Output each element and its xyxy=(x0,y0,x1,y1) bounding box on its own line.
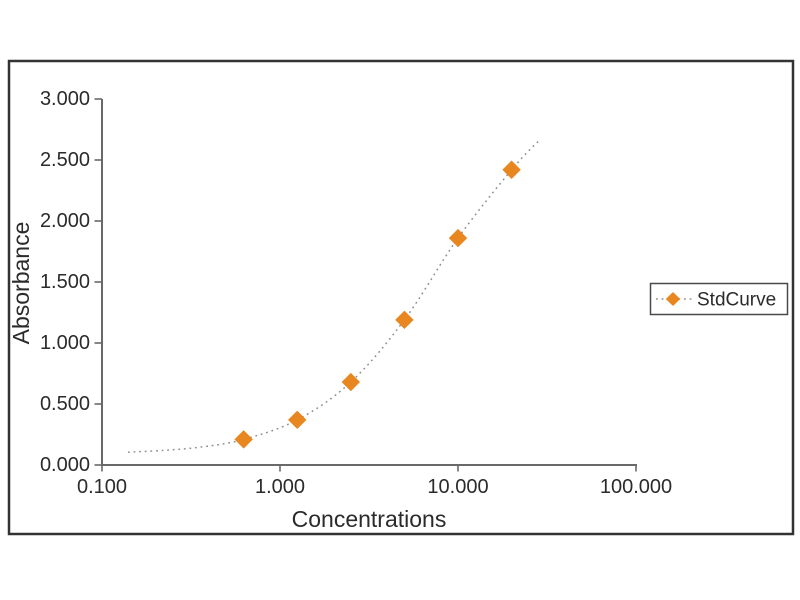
data-point-series xyxy=(234,160,521,449)
y-tick-label: 2.500 xyxy=(40,149,90,171)
y-axis-ticks: 0.000 0.500 1.000 1.500 2.000 2.500 3.000 xyxy=(40,88,102,476)
data-point-marker xyxy=(448,228,468,248)
y-tick-label: 3.000 xyxy=(40,88,90,110)
data-point-marker xyxy=(288,410,307,430)
y-axis-title: Absorbance xyxy=(8,222,34,345)
data-point-marker xyxy=(395,310,414,330)
data-point-marker xyxy=(234,430,253,449)
x-tick-label: 100.000 xyxy=(600,476,672,498)
data-point-marker xyxy=(502,160,521,179)
x-axis-title: Concentrations xyxy=(292,506,447,532)
y-tick-label: 0.000 xyxy=(40,454,90,476)
plot-outer-border xyxy=(7,59,795,536)
data-point-marker xyxy=(341,372,361,392)
y-tick-label: 1.500 xyxy=(40,271,90,293)
x-tick-label: 10.000 xyxy=(427,476,488,498)
y-tick-label: 1.000 xyxy=(40,332,90,354)
legend-label: StdCurve xyxy=(697,290,776,311)
x-tick-label: 1.000 xyxy=(255,476,305,498)
y-tick-label: 0.500 xyxy=(40,393,90,415)
legend-diamond-marker-icon xyxy=(665,292,681,306)
fit-curve-dotted-line xyxy=(127,138,541,453)
x-tick-label: 0.100 xyxy=(77,476,127,498)
x-axis-ticks: 0.100 1.000 10.000 100.000 xyxy=(77,465,672,498)
y-tick-label: 2.000 xyxy=(40,210,90,232)
legend: StdCurve xyxy=(649,282,789,316)
